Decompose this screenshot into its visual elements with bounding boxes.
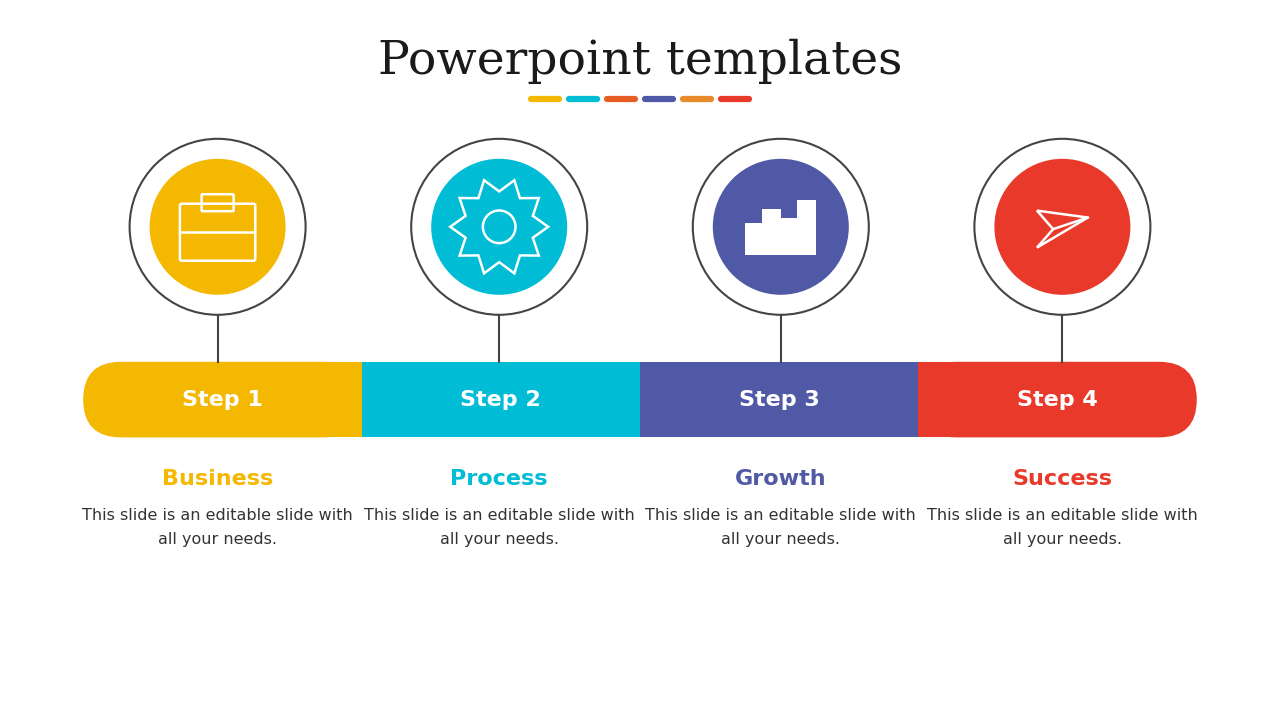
Text: This slide is an editable slide with
all your needs.: This slide is an editable slide with all… bbox=[82, 508, 353, 546]
Circle shape bbox=[713, 159, 849, 294]
Text: This slide is an editable slide with
all your needs.: This slide is an editable slide with all… bbox=[927, 508, 1198, 546]
Text: This slide is an editable slide with
all your needs.: This slide is an editable slide with all… bbox=[364, 508, 635, 546]
Bar bbox=[362, 361, 640, 437]
Circle shape bbox=[129, 139, 306, 315]
Circle shape bbox=[974, 139, 1151, 315]
Text: Step 4: Step 4 bbox=[1018, 390, 1098, 410]
Circle shape bbox=[150, 159, 285, 294]
Circle shape bbox=[995, 159, 1130, 294]
Bar bbox=[640, 361, 919, 437]
Bar bbox=[797, 200, 817, 256]
Circle shape bbox=[411, 139, 588, 315]
Bar bbox=[745, 223, 764, 256]
FancyBboxPatch shape bbox=[83, 361, 362, 437]
Text: Step 2: Step 2 bbox=[461, 390, 541, 410]
Text: Success: Success bbox=[1012, 469, 1112, 490]
Circle shape bbox=[431, 159, 567, 294]
Text: Business: Business bbox=[163, 469, 273, 490]
Text: Growth: Growth bbox=[735, 469, 827, 490]
Text: Step 1: Step 1 bbox=[182, 390, 262, 410]
Text: Process: Process bbox=[451, 469, 548, 490]
Text: Step 3: Step 3 bbox=[739, 390, 819, 410]
Bar bbox=[122, 361, 362, 437]
Bar bbox=[919, 361, 1158, 437]
FancyBboxPatch shape bbox=[919, 361, 1197, 437]
Bar bbox=[763, 209, 782, 256]
Bar bbox=[780, 218, 799, 256]
Text: This slide is an editable slide with
all your needs.: This slide is an editable slide with all… bbox=[645, 508, 916, 546]
Text: Powerpoint templates: Powerpoint templates bbox=[378, 39, 902, 84]
Circle shape bbox=[692, 139, 869, 315]
